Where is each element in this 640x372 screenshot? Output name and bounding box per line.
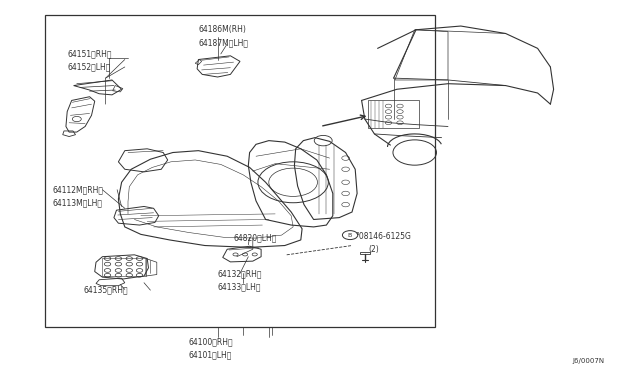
Text: 64187M（LH）: 64187M（LH） xyxy=(198,38,248,47)
Text: 64133（LH）: 64133（LH） xyxy=(218,282,261,291)
Text: 64186M(RH): 64186M(RH) xyxy=(198,25,246,34)
Text: 64135（RH）: 64135（RH） xyxy=(83,286,128,295)
Text: 64152（LH）: 64152（LH） xyxy=(67,62,111,71)
Text: 64132（RH）: 64132（RH） xyxy=(218,269,262,278)
Text: °08146-6125G: °08146-6125G xyxy=(355,232,411,241)
Text: 64101（LH）: 64101（LH） xyxy=(189,351,232,360)
Text: 64820（LH）: 64820（LH） xyxy=(234,234,277,243)
Text: (2): (2) xyxy=(368,245,379,254)
Text: 64113M（LH）: 64113M（LH） xyxy=(52,198,102,207)
Text: J6/0007N: J6/0007N xyxy=(573,358,605,364)
Text: B: B xyxy=(348,232,351,238)
Text: 64112M（RH）: 64112M（RH） xyxy=(52,185,104,194)
Text: 64151（RH）: 64151（RH） xyxy=(67,49,112,58)
Text: 64100（RH）: 64100（RH） xyxy=(189,338,234,347)
